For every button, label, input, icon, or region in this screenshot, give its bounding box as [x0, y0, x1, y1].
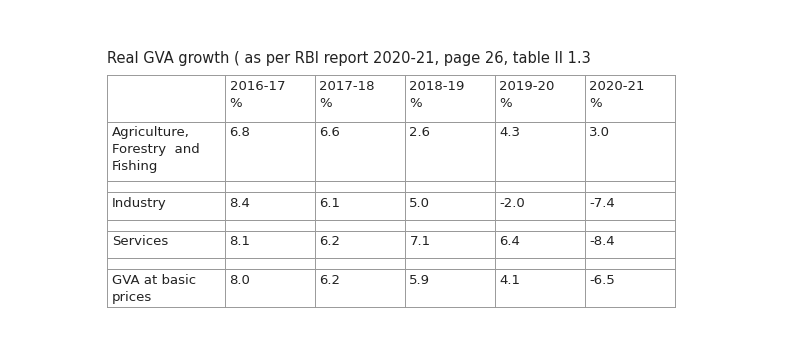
- Text: -6.5: -6.5: [589, 274, 615, 287]
- Text: 2020-21
%: 2020-21 %: [589, 80, 645, 109]
- Text: Real GVA growth ( as per RBI report 2020-21, page 26, table II 1.3: Real GVA growth ( as per RBI report 2020…: [107, 51, 591, 65]
- Text: 2017-18
%: 2017-18 %: [319, 80, 375, 109]
- Text: 6.2: 6.2: [319, 274, 341, 287]
- Text: 8.1: 8.1: [230, 235, 250, 249]
- Text: Industry: Industry: [112, 197, 166, 210]
- Text: 2019-20
%: 2019-20 %: [499, 80, 554, 109]
- Text: 8.0: 8.0: [230, 274, 250, 287]
- Text: 7.1: 7.1: [410, 235, 430, 249]
- Text: GVA at basic
prices: GVA at basic prices: [112, 274, 196, 304]
- Text: 6.1: 6.1: [319, 197, 341, 210]
- Text: 8.4: 8.4: [230, 197, 250, 210]
- Text: 4.3: 4.3: [499, 126, 520, 139]
- Text: 6.6: 6.6: [319, 126, 340, 139]
- Text: -7.4: -7.4: [589, 197, 615, 210]
- Text: 3.0: 3.0: [589, 126, 610, 139]
- Text: 4.1: 4.1: [499, 274, 520, 287]
- Text: 2016-17
%: 2016-17 %: [230, 80, 285, 109]
- Text: -2.0: -2.0: [499, 197, 525, 210]
- Text: 5.0: 5.0: [410, 197, 430, 210]
- Text: 5.9: 5.9: [410, 274, 430, 287]
- Text: 2.6: 2.6: [410, 126, 430, 139]
- Text: Services: Services: [112, 235, 168, 249]
- Text: -8.4: -8.4: [589, 235, 615, 249]
- Text: 6.2: 6.2: [319, 235, 341, 249]
- Text: Agriculture,
Forestry  and
Fishing: Agriculture, Forestry and Fishing: [112, 126, 199, 173]
- Text: 6.8: 6.8: [230, 126, 250, 139]
- Text: 6.4: 6.4: [499, 235, 520, 249]
- Text: 2018-19
%: 2018-19 %: [410, 80, 465, 109]
